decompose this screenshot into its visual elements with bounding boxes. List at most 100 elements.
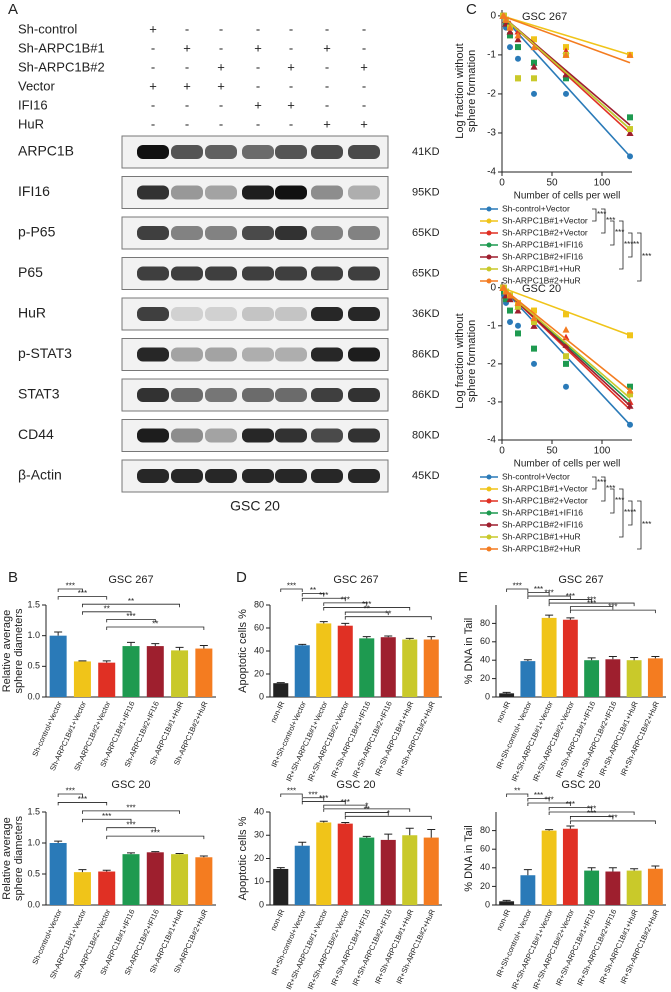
- blot-size: 95KD: [412, 186, 440, 198]
- error-bar: [427, 636, 436, 640]
- error-bar: [405, 637, 414, 640]
- significance-bracket: [106, 827, 156, 831]
- error-bar: [502, 899, 511, 902]
- point: [506, 291, 514, 299]
- significance-label: **: [364, 605, 370, 614]
- treatment-mark: +: [254, 40, 262, 55]
- legend-label: Sh-ARPC1B#1+HuR: [502, 531, 581, 541]
- treatment-mark: +: [217, 78, 225, 93]
- treatment-label: Vector: [18, 78, 56, 93]
- significance-label: ***: [151, 829, 160, 838]
- significance-bracket: [301, 801, 346, 805]
- treatment-mark: -: [325, 59, 329, 74]
- significance-bracket: [506, 793, 529, 797]
- band: [348, 307, 380, 321]
- significance-bracket: [280, 588, 303, 592]
- y-axis-label: % DNA in Tail: [463, 825, 475, 891]
- bar: [195, 857, 213, 905]
- significance-bracket: [344, 611, 389, 616]
- significance-label: ***: [544, 796, 553, 805]
- point: [626, 129, 634, 136]
- significance-label: ***: [587, 809, 596, 818]
- significance-bracket: [601, 476, 606, 502]
- treatment-mark: +: [183, 78, 191, 93]
- legend-label: Sh-ARPC1B#2+HuR: [502, 543, 581, 553]
- bar: [316, 623, 332, 697]
- y-tick-label: 60: [480, 636, 490, 646]
- point: [531, 90, 537, 97]
- point: [506, 24, 514, 31]
- bar: [380, 839, 396, 905]
- significance-label: *: [387, 809, 390, 818]
- blot-size: 65KD: [412, 227, 440, 239]
- error-bar: [341, 821, 350, 824]
- error-bar: [630, 656, 639, 661]
- y-axis-label: sphere diameters: [13, 816, 25, 901]
- legend-label: Sh-ARPC1B#2+IFI16: [502, 251, 583, 261]
- band: [275, 266, 307, 281]
- band: [205, 266, 237, 281]
- significance-label: ***: [566, 800, 575, 809]
- bar: [605, 871, 621, 905]
- band: [275, 428, 307, 443]
- y-tick-label: -2: [487, 358, 496, 369]
- band: [205, 307, 237, 321]
- legend-label: Sh-ARPC1B#2+IFI16: [502, 519, 583, 529]
- treatment-mark: -: [185, 21, 189, 36]
- point: [515, 322, 521, 329]
- legend-label: Sh-control+Vector: [502, 471, 570, 481]
- x-tick-label: non-IR: [269, 907, 287, 932]
- band: [311, 266, 343, 281]
- fit-line: [501, 15, 631, 130]
- y-tick-label: 1.5: [27, 806, 40, 816]
- x-tick-label: non-IR: [269, 699, 287, 724]
- point: [563, 75, 569, 82]
- significance-label: ***: [341, 798, 350, 807]
- significance-label: ***: [566, 592, 575, 601]
- point: [515, 75, 521, 82]
- band: [205, 185, 237, 200]
- x-tick-label: IR+Sh-ARPC1B#2+HuR: [618, 699, 661, 777]
- bar: [402, 639, 418, 697]
- bar: [584, 660, 600, 697]
- significance-bracket: [323, 607, 411, 611]
- x-tick-label: IR+Sh-ARPC1B#2+HuR: [618, 907, 661, 985]
- chart-title: GSC 267: [333, 574, 378, 586]
- y-axis-label: sphere diameters: [13, 608, 25, 693]
- y-tick-label: 30: [254, 830, 264, 840]
- band: [171, 145, 203, 159]
- treatment-mark: +: [183, 40, 191, 55]
- treatment-mark: -: [185, 97, 189, 112]
- blot-label: IFI16: [18, 183, 50, 199]
- significance-label: ***: [608, 603, 617, 612]
- y-axis-label: Log fraction without: [454, 43, 466, 138]
- band: [348, 266, 380, 281]
- treatment-label: Sh-control: [18, 21, 77, 36]
- treatment-mark: -: [151, 40, 155, 55]
- significance-bracket: [344, 812, 389, 816]
- point: [503, 296, 509, 303]
- legend-label: Sh-ARPC1B#1+HuR: [502, 263, 581, 273]
- significance-bracket: [610, 488, 615, 514]
- significance-label: ***: [287, 582, 296, 591]
- legend-label: Sh-ARPC1B#1+IFI16: [502, 239, 583, 249]
- point: [507, 44, 513, 51]
- band: [137, 388, 169, 402]
- treatment-mark: -: [325, 21, 329, 36]
- bar: [380, 637, 396, 697]
- significance-bracket: [548, 807, 593, 811]
- significance-label: ***: [513, 582, 522, 591]
- band: [242, 266, 274, 281]
- significance-label: ***: [642, 520, 651, 529]
- error-bar: [502, 691, 511, 694]
- legend-swatch: [486, 230, 492, 236]
- x-axis-label: Number of cells per well: [514, 191, 621, 202]
- error-bar: [362, 835, 371, 838]
- significance-bracket: [527, 595, 571, 600]
- significance-bracket: [344, 815, 432, 820]
- treatment-mark: -: [185, 59, 189, 74]
- legend-label: Sh-ARPC1B#1+IFI16: [502, 507, 583, 517]
- legend-label: Sh-ARPC1B#1+Vector: [502, 215, 588, 225]
- treatment-mark: +: [217, 59, 225, 74]
